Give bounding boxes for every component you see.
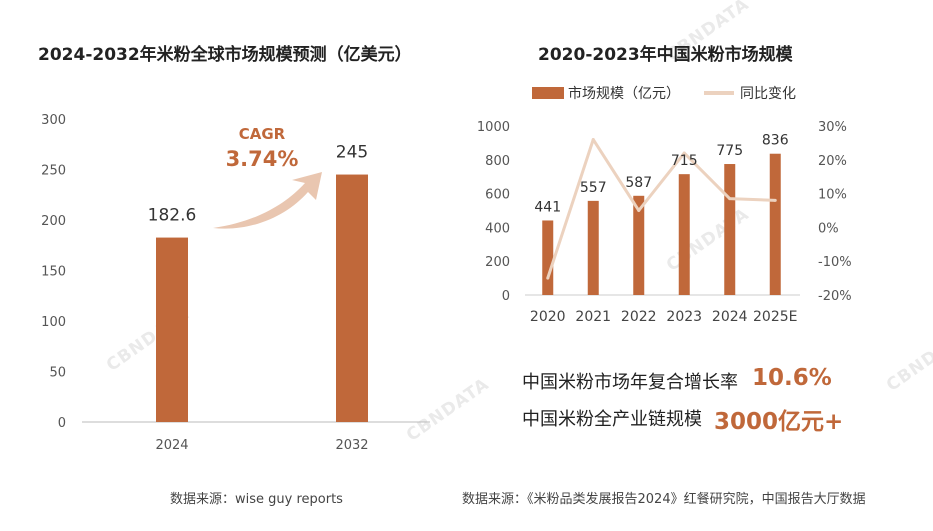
- bar-value-label: 775: [716, 143, 743, 159]
- x-tick-label: 2021: [575, 309, 611, 325]
- bar-value-label: 715: [671, 153, 698, 169]
- bar-value-label: 836: [762, 133, 789, 149]
- yoy-point-2022: [637, 209, 641, 212]
- y-tick-label: 600: [485, 188, 510, 203]
- bar-value-label: 441: [534, 199, 561, 215]
- y2-tick-label: -10%: [818, 255, 852, 270]
- y-tick-label: 100: [41, 315, 66, 330]
- yoy-point-2024: [728, 197, 732, 201]
- bar-2021: [587, 200, 599, 295]
- x-tick-label: 2024: [155, 438, 188, 453]
- bar-value-label: 182.6: [148, 206, 197, 226]
- y2-tick-label: 30%: [818, 120, 847, 135]
- legend-bar-swatch: [532, 87, 564, 99]
- bar-2025E: [769, 153, 781, 295]
- bar-2020: [542, 220, 554, 295]
- cagr-value: 3.74%: [226, 147, 299, 171]
- y-tick-label: 0: [502, 289, 510, 304]
- stat-industry-value: 3000亿元+: [714, 409, 844, 435]
- y2-tick-label: -20%: [818, 289, 852, 304]
- bar-value-label: 245: [336, 143, 368, 163]
- x-tick-label: 2023: [666, 309, 702, 325]
- y2-tick-label: 10%: [818, 188, 847, 203]
- x-tick-label: 2032: [335, 438, 368, 453]
- y-tick-label: 50: [49, 366, 66, 381]
- y-tick-label: 800: [485, 154, 510, 169]
- right-chart-title: 2020-2023年中国米粉市场规模: [538, 45, 793, 65]
- stat-cagr-value: 10.6%: [752, 365, 832, 391]
- y-tick-label: 200: [41, 214, 66, 229]
- right-source-note: 数据来源：《米粉品类发展报告2024》红餐研究院，中国报告大厅数据: [462, 492, 866, 507]
- legend-bar-label: 市场规模（亿元）: [568, 86, 680, 102]
- x-tick-label: 2022: [621, 309, 657, 325]
- bar-2024: [724, 164, 736, 295]
- bar-2023: [678, 174, 690, 295]
- y2-tick-label: 20%: [818, 154, 847, 169]
- bar-2032: [336, 174, 368, 422]
- y-tick-label: 1000: [477, 120, 510, 135]
- y-tick-label: 150: [41, 265, 66, 280]
- yoy-point-2025E: [773, 198, 777, 202]
- x-tick-label: 2025E: [753, 309, 797, 325]
- left-chart-title: 2024-2032年米粉全球市场规模预测（亿美元）: [38, 45, 412, 65]
- yoy-point-2020: [546, 276, 550, 280]
- y-tick-label: 0: [58, 416, 66, 431]
- stat-cagr-label: 中国米粉市场年复合增长率: [522, 372, 738, 393]
- cagr-label: CAGR: [239, 125, 286, 143]
- bar-2024: [156, 237, 188, 422]
- x-tick-label: 2020: [530, 309, 566, 325]
- y-tick-label: 400: [485, 221, 510, 236]
- yoy-point-2021: [591, 138, 595, 142]
- left-source-note: 数据来源：wise guy reports: [170, 492, 343, 507]
- stat-industry-label: 中国米粉全产业链规模: [522, 409, 702, 430]
- bar-value-label: 587: [625, 175, 652, 191]
- x-tick-label: 2024: [712, 309, 748, 325]
- y-tick-label: 300: [41, 113, 66, 128]
- y-tick-label: 200: [485, 255, 510, 270]
- bar-value-label: 557: [580, 180, 607, 196]
- legend-line-swatch: [704, 91, 734, 95]
- bar-2022: [633, 195, 645, 295]
- yoy-point-2023: [682, 151, 686, 155]
- chart-legend: 市场规模（亿元） 同比变化: [532, 83, 796, 103]
- left-bar-chart: 0 50 100 150 200 250 300 182.6 2024 245 2032 CAGR 3.…: [41, 113, 430, 453]
- y2-tick-label: 0%: [818, 221, 839, 236]
- cagr-arrow: [213, 172, 322, 229]
- y-tick-label: 250: [41, 164, 66, 179]
- right-combo-chart: 0 200 400 600 800 1000 -20% -10% 0% 10% 20% 30% 2020…: [477, 120, 852, 325]
- legend-line-label: 同比变化: [740, 86, 796, 102]
- yoy-change-line: [546, 138, 776, 279]
